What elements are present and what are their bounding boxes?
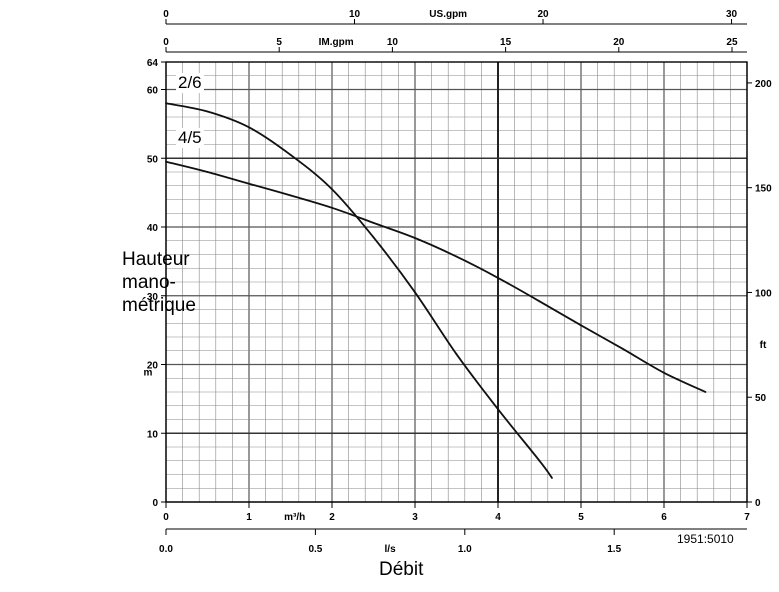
ls-tick-label: 1.0 xyxy=(458,544,472,555)
data-point xyxy=(538,300,541,303)
imgpm-tick-label: 15 xyxy=(500,37,512,48)
data-point xyxy=(165,160,167,163)
y-tick-label: 20 xyxy=(147,361,159,372)
data-point xyxy=(538,459,541,462)
data-point xyxy=(580,324,582,327)
y-axis-title-line-2: mano- xyxy=(122,272,176,293)
ls-tick-label: 0.0 xyxy=(159,544,173,555)
data-point xyxy=(551,477,553,479)
data-point xyxy=(704,391,707,393)
series-line-2-6 xyxy=(165,102,553,479)
usgpm-unit-label: US.gpm xyxy=(429,9,467,20)
data-point xyxy=(289,194,292,197)
data-point xyxy=(663,371,665,374)
ls-tick-label: 1.5 xyxy=(607,544,621,555)
ls-unit-label: l/s xyxy=(385,544,397,555)
ft-tick-label: 150 xyxy=(755,184,772,195)
y-tick-label: 60 xyxy=(147,86,159,97)
data-point xyxy=(331,188,333,191)
plot-frame xyxy=(165,61,748,503)
data-point xyxy=(289,153,292,156)
usgpm-tick-label: 30 xyxy=(726,9,738,20)
figure-code: 1951:5010 xyxy=(677,532,734,546)
data-point xyxy=(621,347,624,350)
y-unit-label: m xyxy=(144,367,153,378)
data-point xyxy=(248,126,250,129)
x-axis-title: Débit xyxy=(379,559,424,580)
usgpm-tick-label: 20 xyxy=(537,9,549,20)
ft-tick-label: 200 xyxy=(755,79,772,90)
y-tick-label: 10 xyxy=(147,429,159,440)
y-tick-label: 30 xyxy=(147,292,159,303)
data-point xyxy=(372,221,375,224)
imgpm-tick-label: 5 xyxy=(276,37,282,48)
data-point xyxy=(165,102,167,105)
data-point xyxy=(331,206,333,209)
x-tick-label: 1 xyxy=(246,512,252,523)
ft-tick-label: 50 xyxy=(755,393,767,404)
series-label-2-6: 2/6 xyxy=(176,73,204,93)
data-point xyxy=(455,255,458,258)
series-label-4-5: 4/5 xyxy=(176,128,204,148)
x-tick-label: 7 xyxy=(744,512,750,523)
imgpm-unit-label: IM.gpm xyxy=(319,37,354,48)
x-tick-label: 6 xyxy=(661,512,667,523)
data-point xyxy=(206,171,209,173)
imgpm-tick-label: 10 xyxy=(387,37,399,48)
x-tick-label: 5 xyxy=(578,512,584,523)
y-tick-label: 0 xyxy=(152,498,158,509)
y-axis-title-line-1: Hauteur xyxy=(122,249,190,270)
y-axis-title: Hauteur mano- métrique xyxy=(122,248,196,317)
usgpm-tick-label: 0 xyxy=(163,9,169,20)
data-point xyxy=(248,182,250,185)
data-point xyxy=(414,291,416,294)
y-tick-label: 40 xyxy=(147,223,159,234)
y-axis-title-line-3: métrique xyxy=(122,295,196,316)
ft-tick-label: 0 xyxy=(755,498,761,509)
y-tick-label: 64 xyxy=(147,58,159,69)
data-point xyxy=(455,353,458,356)
series-line-4-5 xyxy=(165,160,706,393)
imgpm-tick-label: 25 xyxy=(726,37,738,48)
data-point xyxy=(206,110,209,113)
imgpm-tick-label: 0 xyxy=(163,37,169,48)
ft-unit-label: ft xyxy=(760,340,767,351)
x-tick-label: 2 xyxy=(329,512,335,523)
data-point xyxy=(414,237,416,239)
data-point xyxy=(372,236,375,239)
x-tick-label: 4 xyxy=(495,512,501,523)
ft-tick-label: 100 xyxy=(755,288,772,299)
usgpm-tick-label: 10 xyxy=(349,9,361,20)
imgpm-tick-label: 20 xyxy=(613,37,625,48)
x-unit-label: m³/h xyxy=(284,512,305,523)
data-point xyxy=(497,276,499,279)
x-tick-label: 3 xyxy=(412,512,418,523)
y-tick-label: 50 xyxy=(147,154,159,165)
x-tick-label: 0 xyxy=(163,512,169,523)
ls-tick-label: 0.5 xyxy=(308,544,322,555)
data-point xyxy=(497,408,499,411)
